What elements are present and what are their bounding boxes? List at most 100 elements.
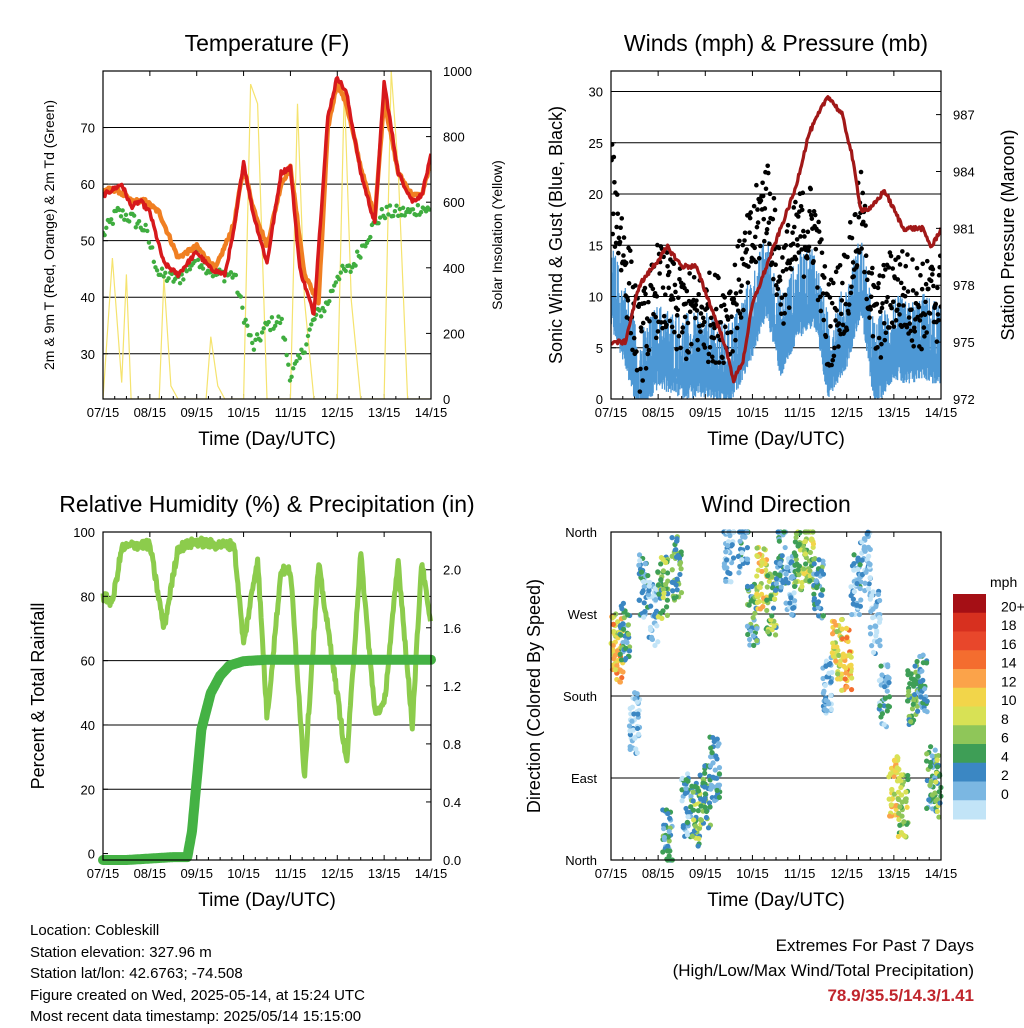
direction-point xyxy=(924,805,930,811)
extremes-subheading: (High/Low/Max Wind/Total Precipitation) xyxy=(672,961,974,980)
direction-point xyxy=(924,751,930,757)
direction-point xyxy=(635,731,642,737)
figure-canvas: Temperature (F) 07/15 08/15 09/15 10/15 11/15… xyxy=(28,30,1024,911)
gust-point xyxy=(762,206,768,211)
dewpoint-point xyxy=(161,274,166,279)
direction-point xyxy=(629,718,635,724)
direction-point xyxy=(783,600,789,606)
direction-point xyxy=(897,822,903,828)
gust-point xyxy=(887,325,892,330)
gust-point xyxy=(661,313,667,319)
gust-point xyxy=(618,267,624,273)
gust-point xyxy=(786,305,792,310)
gust-point xyxy=(805,229,811,235)
direction-point xyxy=(921,686,928,692)
direction-point xyxy=(769,613,775,619)
dewpoint-point xyxy=(346,263,352,268)
gust-point xyxy=(631,335,637,341)
direction-point xyxy=(667,848,673,854)
direction-point xyxy=(905,698,911,704)
direction-point xyxy=(703,814,710,821)
direction-point xyxy=(761,546,767,552)
direction-point xyxy=(661,590,667,597)
dewpoint-point xyxy=(245,323,250,328)
direction-point xyxy=(905,672,911,678)
gust-point xyxy=(687,309,693,315)
dewpoint-point xyxy=(348,269,353,274)
gust-point xyxy=(822,264,828,269)
direction-point xyxy=(664,597,671,603)
direction-point xyxy=(859,557,865,563)
gust-point xyxy=(722,324,728,330)
x-tick-label: 09/15 xyxy=(180,866,213,881)
direction-point xyxy=(702,784,708,790)
gust-point xyxy=(647,318,652,324)
dewpoint-point xyxy=(391,213,396,219)
gust-point xyxy=(813,246,819,252)
gust-point xyxy=(723,307,729,313)
gust-point xyxy=(672,329,677,335)
direction-point xyxy=(660,568,667,574)
gust-point xyxy=(629,259,634,264)
direction-point xyxy=(894,765,900,771)
direction-point xyxy=(674,587,680,593)
direction-point xyxy=(869,592,875,599)
gust-point xyxy=(775,286,781,292)
gust-point xyxy=(748,210,754,215)
direction-point xyxy=(759,560,765,566)
direction-point xyxy=(748,598,754,604)
dewpoint-point xyxy=(286,362,291,367)
gust-point xyxy=(907,321,912,326)
dewpoint-point xyxy=(266,319,271,325)
gust-point xyxy=(847,219,853,225)
dewpoint-point xyxy=(118,214,124,219)
gust-point xyxy=(694,308,700,313)
dewpoint-point xyxy=(177,280,183,286)
gust-point xyxy=(712,325,717,331)
dewpoint-point xyxy=(166,276,171,281)
gust-point xyxy=(840,280,845,286)
dewpoint-point xyxy=(277,320,283,326)
direction-point xyxy=(640,578,647,585)
gust-point xyxy=(760,193,766,199)
gust-point xyxy=(782,292,788,298)
direction-point xyxy=(737,563,743,570)
direction-point xyxy=(856,611,863,618)
gust-point xyxy=(741,307,746,313)
gust-point xyxy=(924,330,929,335)
direction-point xyxy=(653,608,660,614)
gust-point xyxy=(738,315,744,320)
direction-point xyxy=(839,626,845,632)
direction-point xyxy=(646,583,652,589)
direction-point xyxy=(910,701,916,707)
direction-point xyxy=(857,585,863,592)
y-tick-label: 30 xyxy=(589,85,603,100)
direction-point xyxy=(874,628,880,634)
direction-point xyxy=(712,767,718,773)
gust-point xyxy=(801,274,807,279)
direction-point xyxy=(702,804,708,810)
direction-point xyxy=(647,579,653,585)
direction-point xyxy=(666,838,672,844)
direction-point xyxy=(716,794,723,800)
dewpoint-point xyxy=(146,240,152,245)
direction-point xyxy=(705,825,712,831)
gust-point xyxy=(921,325,927,330)
direction-point xyxy=(908,718,914,725)
gust-point xyxy=(877,273,883,278)
gust-point xyxy=(798,234,803,239)
direction-point xyxy=(669,579,675,585)
dewpoint-point xyxy=(240,305,245,310)
direction-point xyxy=(682,790,688,796)
direction-point xyxy=(906,688,912,695)
y2-tick-label: 981 xyxy=(953,221,975,236)
direction-point xyxy=(716,741,722,747)
direction-point xyxy=(816,613,822,619)
direction-point xyxy=(791,583,798,590)
gust-point xyxy=(867,315,872,320)
dewpoint-point xyxy=(376,220,381,226)
y2-tick-label: 1000 xyxy=(443,64,472,79)
plot-area xyxy=(611,95,941,399)
direction-point xyxy=(754,591,760,597)
gust-point xyxy=(864,296,870,302)
